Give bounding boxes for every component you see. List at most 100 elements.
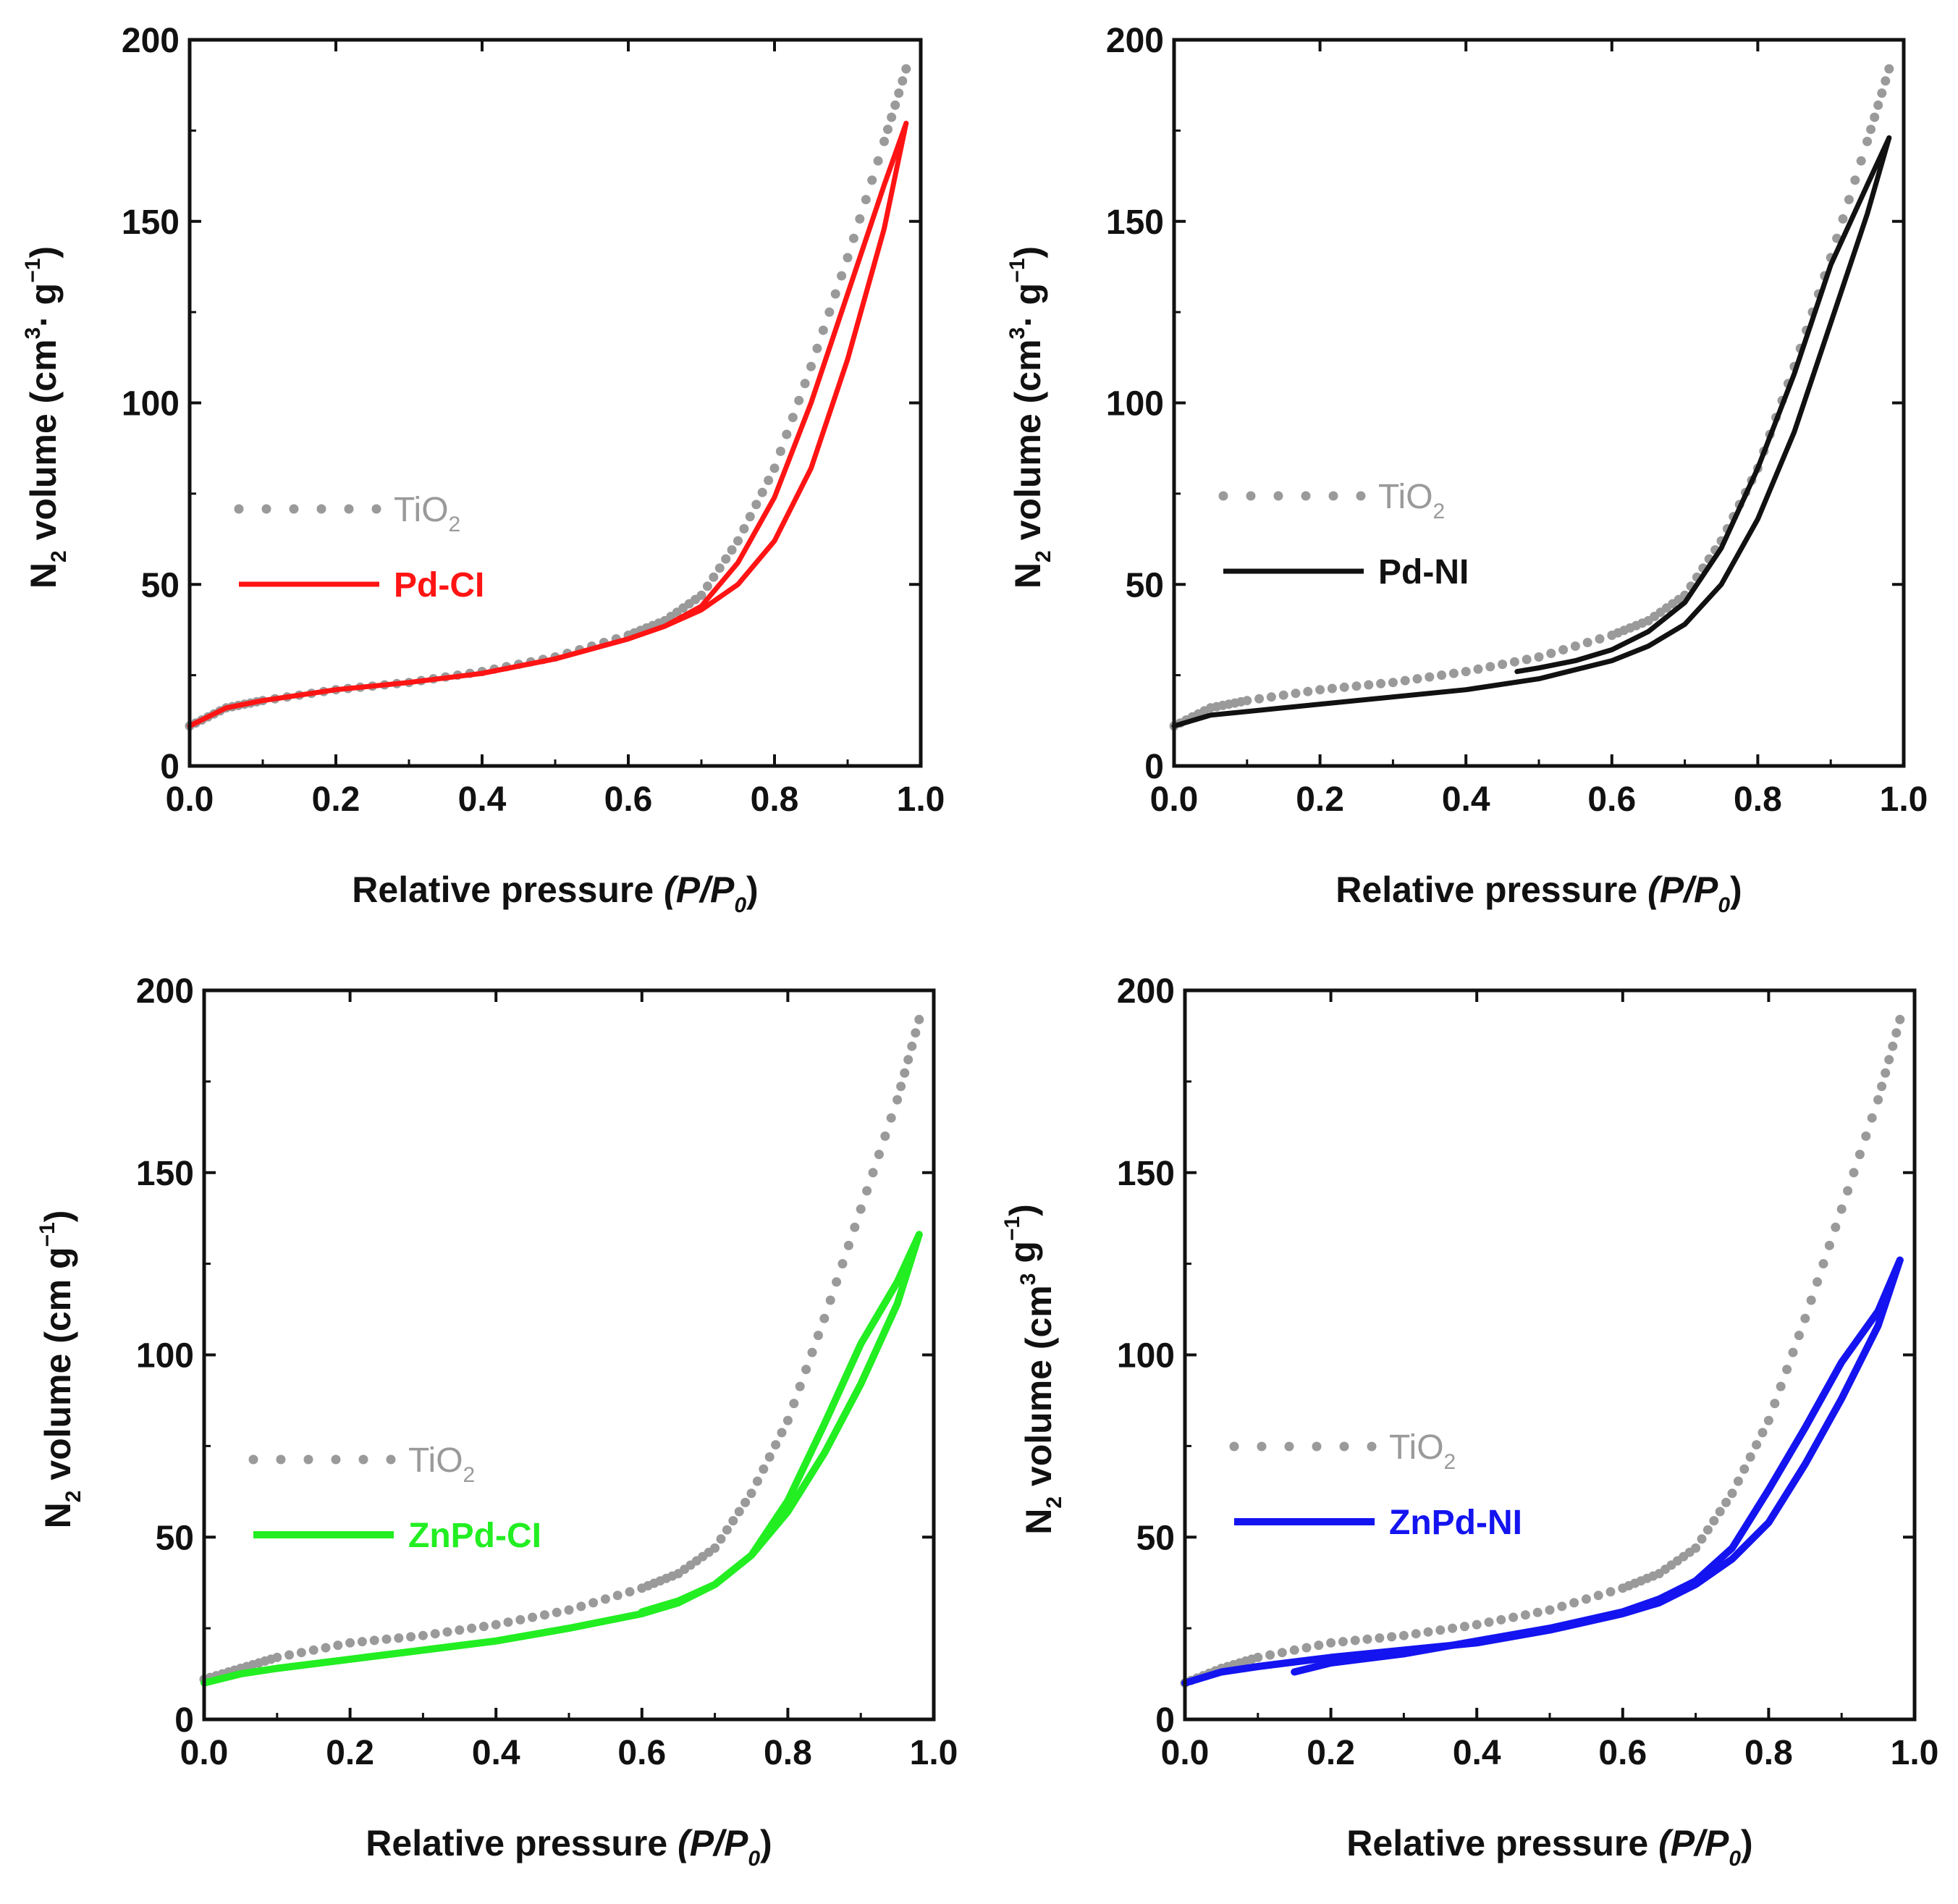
x-tick-label: 0.2 bbox=[1296, 780, 1344, 819]
y-tick-label: 100 bbox=[136, 1337, 194, 1376]
x-tick-label: 1.0 bbox=[910, 1734, 958, 1772]
legend-label: ZnPd-CI bbox=[408, 1517, 541, 1555]
data-point bbox=[1350, 1635, 1360, 1646]
data-point bbox=[1509, 657, 1519, 667]
data-point bbox=[868, 1168, 878, 1178]
data-point bbox=[807, 1347, 817, 1357]
data-point bbox=[1788, 1347, 1798, 1357]
data-point bbox=[716, 1534, 726, 1544]
data-point bbox=[1301, 1643, 1312, 1653]
data-point bbox=[1709, 1516, 1719, 1526]
data-point bbox=[442, 1627, 452, 1637]
data-point bbox=[764, 1452, 775, 1462]
data-point bbox=[746, 1488, 756, 1499]
x-axis-title-sub: 0 bbox=[1718, 893, 1730, 917]
x-axis-title: Relative pressure (P/P0) bbox=[366, 1823, 772, 1871]
x-tick-label: 0.4 bbox=[458, 780, 507, 819]
data-point bbox=[406, 1632, 416, 1642]
data-point bbox=[1387, 1632, 1397, 1642]
desorption-line bbox=[638, 1231, 923, 1616]
desorption-line bbox=[1291, 1256, 1904, 1676]
data-point bbox=[1242, 696, 1252, 706]
data-point bbox=[771, 1440, 781, 1450]
y-axis-title-n: N bbox=[1008, 563, 1048, 589]
data-point bbox=[1867, 1113, 1877, 1123]
data-point bbox=[1266, 692, 1276, 702]
data-point bbox=[800, 379, 810, 389]
legend-marker bbox=[276, 1454, 286, 1465]
data-point bbox=[752, 1476, 762, 1486]
x-tick-label: 0.2 bbox=[312, 780, 360, 819]
data-point bbox=[812, 343, 822, 353]
data-point bbox=[806, 361, 816, 371]
x-tick-label: 0.0 bbox=[1150, 780, 1199, 819]
data-point bbox=[880, 1131, 890, 1141]
data-point bbox=[1435, 1625, 1446, 1635]
data-point bbox=[1888, 1041, 1898, 1051]
data-point bbox=[1569, 1598, 1579, 1608]
data-point bbox=[1278, 690, 1288, 700]
data-point bbox=[893, 1095, 903, 1105]
desorption-line bbox=[1514, 135, 1892, 675]
legend-label: TiO2 bbox=[394, 491, 460, 536]
y-axis-title-sub: 2 bbox=[47, 550, 71, 563]
y-axis-title: N2 volume (cm3 g−1) bbox=[1000, 1204, 1066, 1535]
y-tick-label: 50 bbox=[141, 566, 180, 605]
data-point bbox=[1891, 1028, 1902, 1038]
data-point bbox=[1721, 1497, 1731, 1507]
data-point bbox=[1315, 685, 1325, 695]
data-point bbox=[1831, 1222, 1841, 1232]
legend-label-text: Pd-CI bbox=[394, 566, 484, 605]
data-point bbox=[825, 1295, 835, 1305]
data-point bbox=[1605, 1587, 1616, 1597]
x-tick-label: 1.0 bbox=[1891, 1734, 1939, 1772]
data-point bbox=[1459, 1622, 1469, 1632]
data-point bbox=[503, 1617, 513, 1627]
legend-marker bbox=[1229, 1441, 1239, 1452]
data-point bbox=[777, 1428, 787, 1438]
y-tick-label: 0 bbox=[174, 1701, 194, 1740]
data-point bbox=[1702, 1525, 1713, 1535]
data-point bbox=[345, 1638, 355, 1648]
series-tio bbox=[199, 1014, 924, 1685]
data-point bbox=[896, 1082, 906, 1092]
x-tick-label: 0.2 bbox=[326, 1734, 374, 1772]
data-point bbox=[801, 1365, 811, 1375]
x-tick-label: 0.6 bbox=[604, 780, 653, 819]
y-tick-label: 0 bbox=[1155, 1701, 1175, 1740]
chart-panel-top-right: 0.0 0.2 0.4 0.6 0.8 1.0 0 50 100 150 200 Relative p… bbox=[1005, 22, 1928, 917]
x-axis-title: Relative pressure (P/P0) bbox=[352, 869, 758, 917]
y-tick-label: 50 bbox=[1126, 566, 1164, 605]
data-point bbox=[1800, 1313, 1810, 1323]
data-point bbox=[1388, 678, 1398, 688]
data-point bbox=[1314, 1640, 1324, 1651]
series-tio bbox=[185, 64, 911, 731]
data-point bbox=[714, 563, 725, 573]
y-tick-label: 50 bbox=[1136, 1519, 1175, 1557]
x-axis-title-close: ) bbox=[760, 1823, 772, 1863]
legend-label-sub: 2 bbox=[463, 1463, 476, 1487]
x-tick-label: 0.4 bbox=[472, 1734, 520, 1772]
data-point bbox=[1473, 664, 1483, 674]
data-point bbox=[751, 500, 761, 510]
series-pd-ci bbox=[187, 120, 909, 729]
data-point bbox=[1895, 1014, 1905, 1024]
data-point bbox=[1581, 1594, 1591, 1604]
legend-marker bbox=[1328, 491, 1338, 501]
data-point bbox=[1411, 1629, 1421, 1639]
legend-marker bbox=[1284, 1441, 1294, 1452]
x-tick-label: 0.8 bbox=[751, 780, 799, 819]
legend: TiO2 ZnPd-CI bbox=[248, 1441, 541, 1555]
y-axis-title-mid: volume (cm bbox=[1008, 340, 1048, 551]
data-point bbox=[321, 1643, 331, 1653]
x-axis-title-sub: 0 bbox=[734, 893, 746, 917]
data-point bbox=[795, 1381, 805, 1391]
data-point bbox=[900, 1068, 910, 1078]
data-point bbox=[1412, 674, 1422, 684]
data-point bbox=[1595, 634, 1605, 644]
x-tick-label: 1.0 bbox=[897, 780, 945, 819]
data-point bbox=[455, 1625, 465, 1635]
data-point bbox=[764, 476, 774, 485]
x-tick-label: 0.8 bbox=[764, 1734, 812, 1772]
data-point bbox=[1844, 195, 1854, 205]
